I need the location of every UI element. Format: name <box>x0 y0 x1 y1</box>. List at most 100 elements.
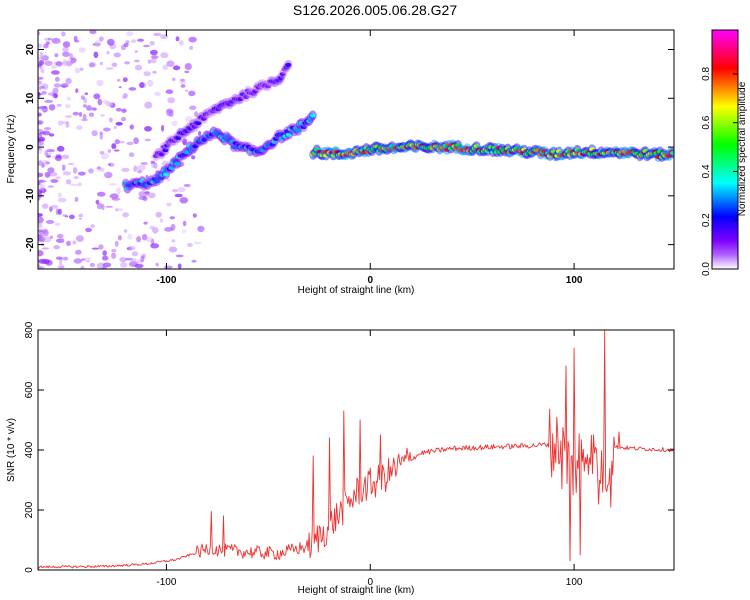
spectrogram-cell <box>78 217 82 220</box>
spectrogram-cell <box>121 108 127 113</box>
snr-ytick-label: 600 <box>24 381 35 398</box>
spectrogram-cell <box>143 44 150 48</box>
spectrogram-cell <box>46 149 55 153</box>
spectrogram-cell <box>138 191 147 198</box>
spectrogram-cell <box>122 77 128 83</box>
spectrogram-cell <box>151 238 155 245</box>
spectrogram-cell <box>108 183 118 186</box>
spectrogram-cell <box>139 82 145 88</box>
spectrogram-cell <box>82 104 87 108</box>
spectrogram-cell <box>38 107 47 111</box>
spectrogram-cell <box>83 97 88 104</box>
spectrogram-cell <box>38 120 44 125</box>
spectrogram-cell <box>107 163 112 166</box>
spectrogram-cell <box>100 153 110 160</box>
spectrogram-cell <box>80 95 85 100</box>
spectrogram-cell <box>65 121 70 128</box>
spectrogram-cell <box>188 36 197 43</box>
spectrogram-cell <box>38 259 47 264</box>
spectrogram-cell <box>96 191 106 197</box>
spectrogram-xtick-label: -100 <box>156 275 176 286</box>
spectrogram-ytick-label: -20 <box>25 237 36 252</box>
spectrogram-cell <box>143 71 151 77</box>
spectrogram-cell <box>130 39 137 43</box>
spectrogram-cell <box>57 264 65 269</box>
spectrogram-cell <box>184 70 190 74</box>
spectrogram-cell <box>183 183 191 188</box>
spectrogram-cell <box>166 108 174 114</box>
spectrogram-cell <box>51 70 60 75</box>
spectrogram-cell <box>62 214 67 217</box>
spectrogram-cell <box>191 155 196 160</box>
spectrogram-cell <box>38 92 41 96</box>
spectrogram-cell <box>91 130 98 137</box>
spectrogram-cell <box>99 61 103 66</box>
spectrogram-xtick-label: 100 <box>566 275 583 286</box>
spectrogram-cell <box>39 131 47 135</box>
spectrogram-cell <box>159 218 163 223</box>
spectrogram-cell <box>38 120 43 126</box>
spectrogram-cell <box>101 255 109 261</box>
spectrogram-cell <box>179 81 187 84</box>
spectrogram-cell <box>38 172 44 178</box>
spectrogram-cell <box>78 213 84 218</box>
spectrogram-cell <box>114 139 121 145</box>
spectrogram-cell <box>62 171 72 176</box>
spectrogram-cell <box>138 196 147 201</box>
spectrogram-cell <box>102 127 111 132</box>
spectrogram-cell <box>153 162 158 169</box>
spectrogram-cell <box>140 161 148 166</box>
spectrogram-cell <box>93 51 99 59</box>
spectrogram-cell <box>133 59 140 63</box>
spectrogram-cell <box>45 161 51 165</box>
spectrogram-cell <box>85 227 92 233</box>
spectrogram-cell <box>83 257 92 261</box>
spectrogram-cell <box>155 262 159 267</box>
snr-ytick-label: 800 <box>24 321 35 338</box>
spectrogram-cell <box>66 240 71 246</box>
spectrogram-cell <box>46 155 51 158</box>
spectrogram-cell <box>102 262 112 268</box>
spectrogram-cell <box>181 229 187 234</box>
spectrogram-cell <box>144 138 151 142</box>
spectrogram-cell <box>55 61 64 67</box>
spectrogram-cell <box>55 76 60 82</box>
spectrogram-cell <box>74 249 82 255</box>
spectrogram-cell <box>669 151 674 156</box>
spectrogram-cell <box>88 168 94 174</box>
spectrogram-cell <box>88 112 95 117</box>
spectrogram-cell <box>161 124 165 132</box>
spectrogram-cell <box>126 31 134 37</box>
spectrogram-cell <box>38 43 43 48</box>
spectrogram-cell <box>121 167 130 172</box>
colorbar-gradient <box>711 29 739 270</box>
spectrogram-cell <box>182 220 187 227</box>
spectrogram-cell <box>57 197 67 203</box>
spectrogram-cell <box>55 208 59 216</box>
spectrogram-cell <box>59 258 63 265</box>
spectrogram-cell <box>86 105 92 111</box>
spectrogram-ytick-label: -10 <box>25 188 36 203</box>
spectrogram-cell <box>74 40 80 43</box>
spectrogram-cell <box>43 233 47 237</box>
spectrogram-cell <box>175 36 180 42</box>
spectrogram-cell <box>184 89 189 92</box>
spectrogram-cell <box>113 52 121 58</box>
spectrogram-cell <box>59 265 65 269</box>
spectrogram-cell <box>50 235 54 239</box>
spectrogram-cell <box>129 124 134 130</box>
spectrogram-cell <box>169 216 175 220</box>
colorbar-label: Normalized spectral amplitude <box>737 81 748 216</box>
spectrogram-cell <box>69 53 73 60</box>
spectrogram-cell <box>189 105 197 111</box>
spectrogram-cell <box>143 221 148 225</box>
spectrogram-cell <box>47 37 53 41</box>
spectrogram-cell <box>61 154 70 160</box>
snr-ytick-label: 200 <box>24 501 35 518</box>
spectrogram-cell <box>96 202 103 210</box>
colorbar-ticks: 0.0 0.2 0.4 0.6 0.8 <box>701 67 738 276</box>
spectrogram-cell <box>73 258 83 264</box>
spectrogram-cell <box>89 62 95 68</box>
spectrogram-cell <box>50 179 59 183</box>
